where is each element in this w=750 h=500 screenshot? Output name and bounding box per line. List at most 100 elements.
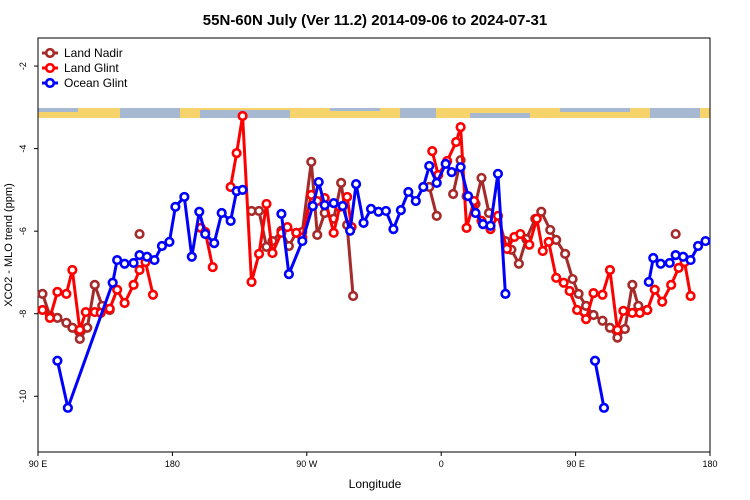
data-point: [410, 195, 421, 207]
data-point: [67, 264, 78, 276]
x-axis-label: Longitude: [349, 477, 402, 491]
data-point: [461, 222, 472, 233]
y-tick-label: -6: [18, 227, 28, 235]
series: [52, 158, 711, 413]
data-point: [558, 277, 569, 288]
data-point: [170, 201, 181, 212]
data-point: [267, 247, 278, 259]
data-point: [253, 248, 265, 259]
data-point: [61, 288, 72, 300]
data-point: [643, 276, 654, 288]
data-point: [164, 236, 175, 248]
data-point: [74, 324, 85, 335]
data-point: [276, 208, 287, 219]
data-point: [476, 172, 487, 184]
data-point: [571, 304, 583, 316]
data-point: [112, 254, 123, 266]
data-point: [119, 258, 130, 269]
data-point: [313, 176, 324, 188]
data-point: [312, 229, 323, 240]
data-point: [297, 235, 308, 247]
y-axis-label: XCO2 - MLO trend (ppm): [3, 183, 15, 306]
data-point: [588, 309, 599, 321]
data-point: [418, 181, 429, 193]
data-point: [451, 136, 462, 148]
data-point: [597, 289, 608, 300]
data-point: [342, 191, 353, 203]
data-point: [395, 205, 406, 216]
legend-marker: [44, 77, 56, 89]
data-point: [524, 239, 535, 250]
data-point: [531, 213, 542, 224]
data-point: [246, 276, 257, 288]
data-point: [128, 257, 139, 269]
data-point: [440, 158, 451, 169]
data-point: [612, 332, 623, 343]
data-point: [492, 168, 504, 179]
data-point: [455, 162, 466, 173]
data-point: [134, 228, 145, 240]
data-point: [107, 277, 118, 288]
data-point: [328, 227, 339, 238]
data-point: [604, 264, 616, 276]
x-tick-label: 0: [439, 459, 444, 469]
legend-marker: [44, 47, 56, 59]
x-tick-label: 90 E: [566, 459, 585, 469]
chart-title: 55N-60N July (Ver 11.2) 2014-09-06 to 20…: [203, 12, 547, 29]
data-point: [200, 228, 211, 240]
legend-label: Land Nadir: [64, 46, 123, 60]
data-point: [618, 305, 629, 316]
data-point: [128, 279, 139, 290]
data-point: [685, 290, 696, 302]
data-point: [612, 324, 623, 335]
data-point: [231, 148, 242, 159]
data-point: [513, 258, 524, 269]
data-point: [119, 297, 130, 309]
data-point: [112, 284, 123, 295]
y-tick-label: -8: [18, 310, 28, 318]
data-point: [319, 200, 330, 211]
data-point: [225, 215, 236, 226]
data-point: [380, 205, 392, 217]
data-point: [37, 288, 48, 300]
data-point: [427, 145, 438, 157]
map-strip-land: [38, 108, 710, 118]
data-point: [89, 279, 100, 290]
data-point: [627, 279, 638, 290]
data-point: [537, 245, 548, 257]
data-point: [448, 188, 459, 200]
data-point: [253, 205, 265, 217]
data-point: [673, 262, 684, 274]
data-point: [648, 252, 659, 264]
data-point: [424, 160, 435, 172]
data-point: [52, 355, 63, 366]
data-point: [147, 289, 159, 300]
data-point: [306, 156, 317, 167]
data-point: [485, 220, 496, 231]
data-point: [156, 240, 168, 252]
data-point: [104, 303, 115, 314]
data-point: [567, 273, 578, 285]
data-point: [44, 312, 56, 323]
data-point: [666, 279, 677, 290]
data-point: [237, 110, 248, 122]
data-point: [431, 210, 442, 222]
data-point: [431, 177, 442, 188]
data-point: [597, 315, 608, 326]
legend-label: Ocean Glint: [64, 76, 128, 90]
data-point: [589, 355, 601, 366]
data-point: [657, 296, 668, 307]
data-point: [337, 200, 348, 212]
data-point: [564, 285, 575, 297]
data-point: [543, 236, 554, 248]
x-tick-label: 180: [165, 459, 180, 469]
data-point: [74, 333, 85, 345]
data-point: [536, 206, 547, 217]
map-strip: [38, 108, 710, 118]
x-tick-label: 180: [702, 459, 717, 469]
data-point: [515, 228, 526, 240]
data-point: [455, 122, 466, 133]
data-point: [216, 207, 227, 219]
data-point: [345, 225, 356, 236]
